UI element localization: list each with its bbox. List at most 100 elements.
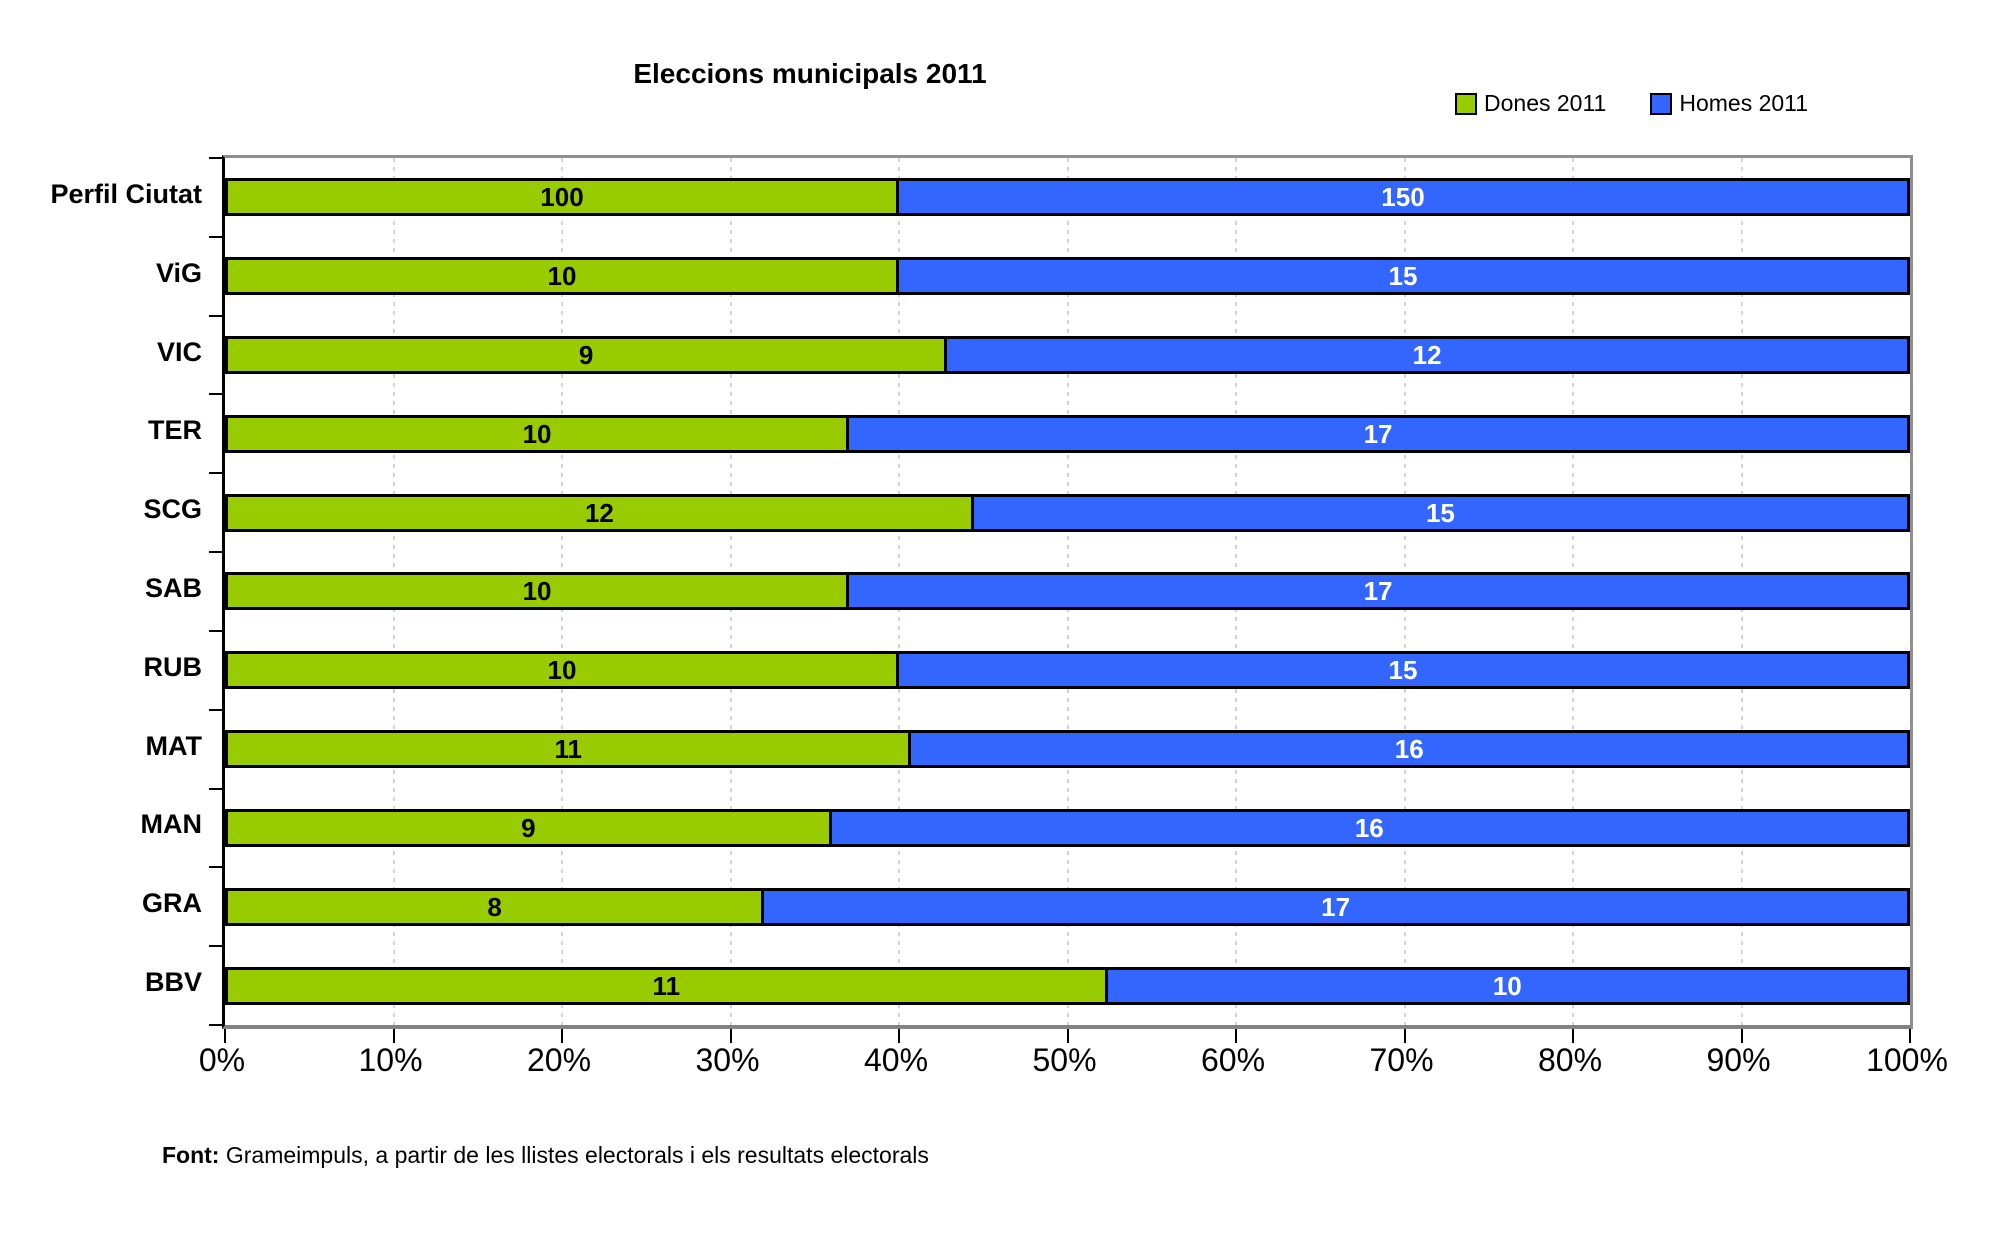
- bar-value-label: 11: [554, 734, 582, 765]
- bar-value-label: 16: [1354, 812, 1384, 843]
- bar-segment-dones: 10: [225, 572, 850, 611]
- bar-segment-dones: 10: [225, 257, 899, 296]
- bar-row: 10 15: [225, 237, 1910, 316]
- legend-item: Homes 2011: [1650, 90, 1808, 117]
- bar-segment-dones: 12: [225, 493, 974, 532]
- category-label: SCG: [143, 494, 202, 525]
- category-label: MAT: [145, 730, 202, 761]
- bar-row: 10 15: [225, 631, 1910, 710]
- bar-segment-homes: 15: [896, 651, 1910, 690]
- category-label: MAN: [140, 809, 203, 840]
- x-axis-label: 30%: [695, 1042, 760, 1078]
- bar-segment-dones: 11: [225, 730, 912, 769]
- bar-value-label: 17: [1363, 418, 1393, 449]
- axis-tick: [209, 945, 222, 948]
- category-label: VIC: [156, 336, 202, 367]
- axis-tick: [898, 1029, 900, 1043]
- category-axis: Perfil Ciutat ViG VIC TER SCG SAB RUB MAT MAN GRA…: [0, 155, 202, 1022]
- axis-tick: [1403, 1029, 1406, 1043]
- bar-value-label: 100: [540, 182, 584, 213]
- x-axis-label: 20%: [526, 1042, 592, 1078]
- source-note-label: Font:: [162, 1142, 220, 1168]
- axis-tick: [209, 866, 222, 869]
- stacked-bar: 11 10: [225, 966, 1910, 1005]
- bar-segment-homes: 17: [761, 887, 1910, 926]
- axis-tick: [209, 314, 222, 317]
- legend-label: Dones 2011: [1484, 90, 1607, 116]
- bar-value-label: 17: [1321, 891, 1351, 922]
- chart-title: Eleccions municipals 2011: [633, 58, 987, 89]
- bar-row: 12 15: [225, 473, 1910, 552]
- axis-tick: [209, 472, 222, 475]
- bar-segment-homes: 10: [1104, 966, 1910, 1005]
- stacked-bar: 9 16: [225, 808, 1910, 847]
- category-label: TER: [148, 415, 202, 446]
- stacked-bar: 12 15: [225, 493, 1910, 532]
- stacked-bar: 100 150: [225, 178, 1910, 217]
- legend-swatch: [1455, 92, 1477, 115]
- bar-row: 9 12: [225, 316, 1910, 395]
- bar-row: 10 17: [225, 552, 1910, 631]
- x-axis-label: 90%: [1706, 1042, 1771, 1078]
- category-label: SAB: [144, 572, 202, 603]
- axis-tick: [209, 551, 222, 554]
- legend: Dones 2011 Homes 2011: [1455, 90, 1808, 117]
- bar-segment-dones: 10: [225, 414, 850, 453]
- category-label: Perfil Ciutat: [50, 178, 202, 209]
- bar-segment-dones: 100: [225, 178, 899, 217]
- x-axis-label: 40%: [863, 1042, 929, 1078]
- bar-segment-homes: 16: [828, 808, 1910, 847]
- axis-tick: [1909, 1029, 1911, 1043]
- legend-swatch: [1650, 92, 1673, 115]
- bar-value-label: 10: [522, 576, 552, 607]
- bar-row: 9 16: [225, 789, 1910, 868]
- bar-value-label: 15: [1388, 261, 1418, 292]
- bar-value-label: 10: [547, 655, 577, 686]
- bar-value-label: 15: [1388, 655, 1418, 686]
- bar-segment-dones: 11: [225, 966, 1108, 1005]
- axis-tick: [209, 787, 222, 790]
- axis-tick: [209, 157, 222, 159]
- source-note: Font: Grameimpuls, a partir de les llist…: [162, 1142, 929, 1169]
- bar-row: 11 16: [225, 710, 1910, 789]
- bar-value-label: 16: [1394, 734, 1424, 765]
- x-axis-label: 60%: [1200, 1042, 1266, 1078]
- bar-segment-dones: 8: [225, 887, 765, 926]
- bar-value-label: 150: [1381, 182, 1425, 213]
- axis-tick: [209, 393, 222, 396]
- bar-segment-homes: 12: [944, 336, 1910, 375]
- stacked-bar: 11 16: [225, 730, 1910, 769]
- category-label: ViG: [155, 257, 202, 288]
- axis-tick: [209, 708, 222, 711]
- bar-value-label: 17: [1363, 576, 1393, 607]
- bar-value-label: 12: [1412, 340, 1442, 371]
- value-axis: 0% 10% 20% 30% 40% 50% 60% 70% 80% 90% 100%: [199, 1042, 1948, 1082]
- bar-segment-homes: 17: [846, 414, 1910, 453]
- axis-tick: [392, 1029, 395, 1043]
- stacked-bar: 8 17: [225, 887, 1910, 926]
- x-axis-label: 80%: [1537, 1042, 1603, 1078]
- axis-tick: [561, 1029, 563, 1043]
- x-axis-label: 100%: [1866, 1042, 1948, 1078]
- bar-row: 10 17: [225, 394, 1910, 473]
- x-axis-label: 10%: [358, 1042, 423, 1078]
- axis-tick: [209, 629, 222, 632]
- axis-tick: [1572, 1029, 1574, 1043]
- bar-segment-homes: 15: [896, 257, 1910, 296]
- bar-segment-homes: 15: [970, 493, 1910, 532]
- bar-segment-dones: 9: [225, 808, 832, 847]
- stacked-bar: 10 17: [225, 572, 1910, 611]
- bar-value-label: 15: [1425, 497, 1455, 528]
- x-axis-label: 70%: [1369, 1042, 1434, 1078]
- category-label: GRA: [142, 888, 202, 919]
- bar-segment-homes: 16: [908, 730, 1910, 769]
- bar-value-label: 10: [522, 418, 552, 449]
- stacked-bar: 10 15: [225, 651, 1910, 690]
- bar-segment-homes: 17: [846, 572, 1910, 611]
- category-label: BBV: [144, 967, 202, 998]
- bar-value-label: 9: [578, 340, 594, 371]
- bar-segment-dones: 9: [225, 336, 948, 375]
- axis-tick: [209, 235, 222, 238]
- axis-tick: [224, 1029, 226, 1043]
